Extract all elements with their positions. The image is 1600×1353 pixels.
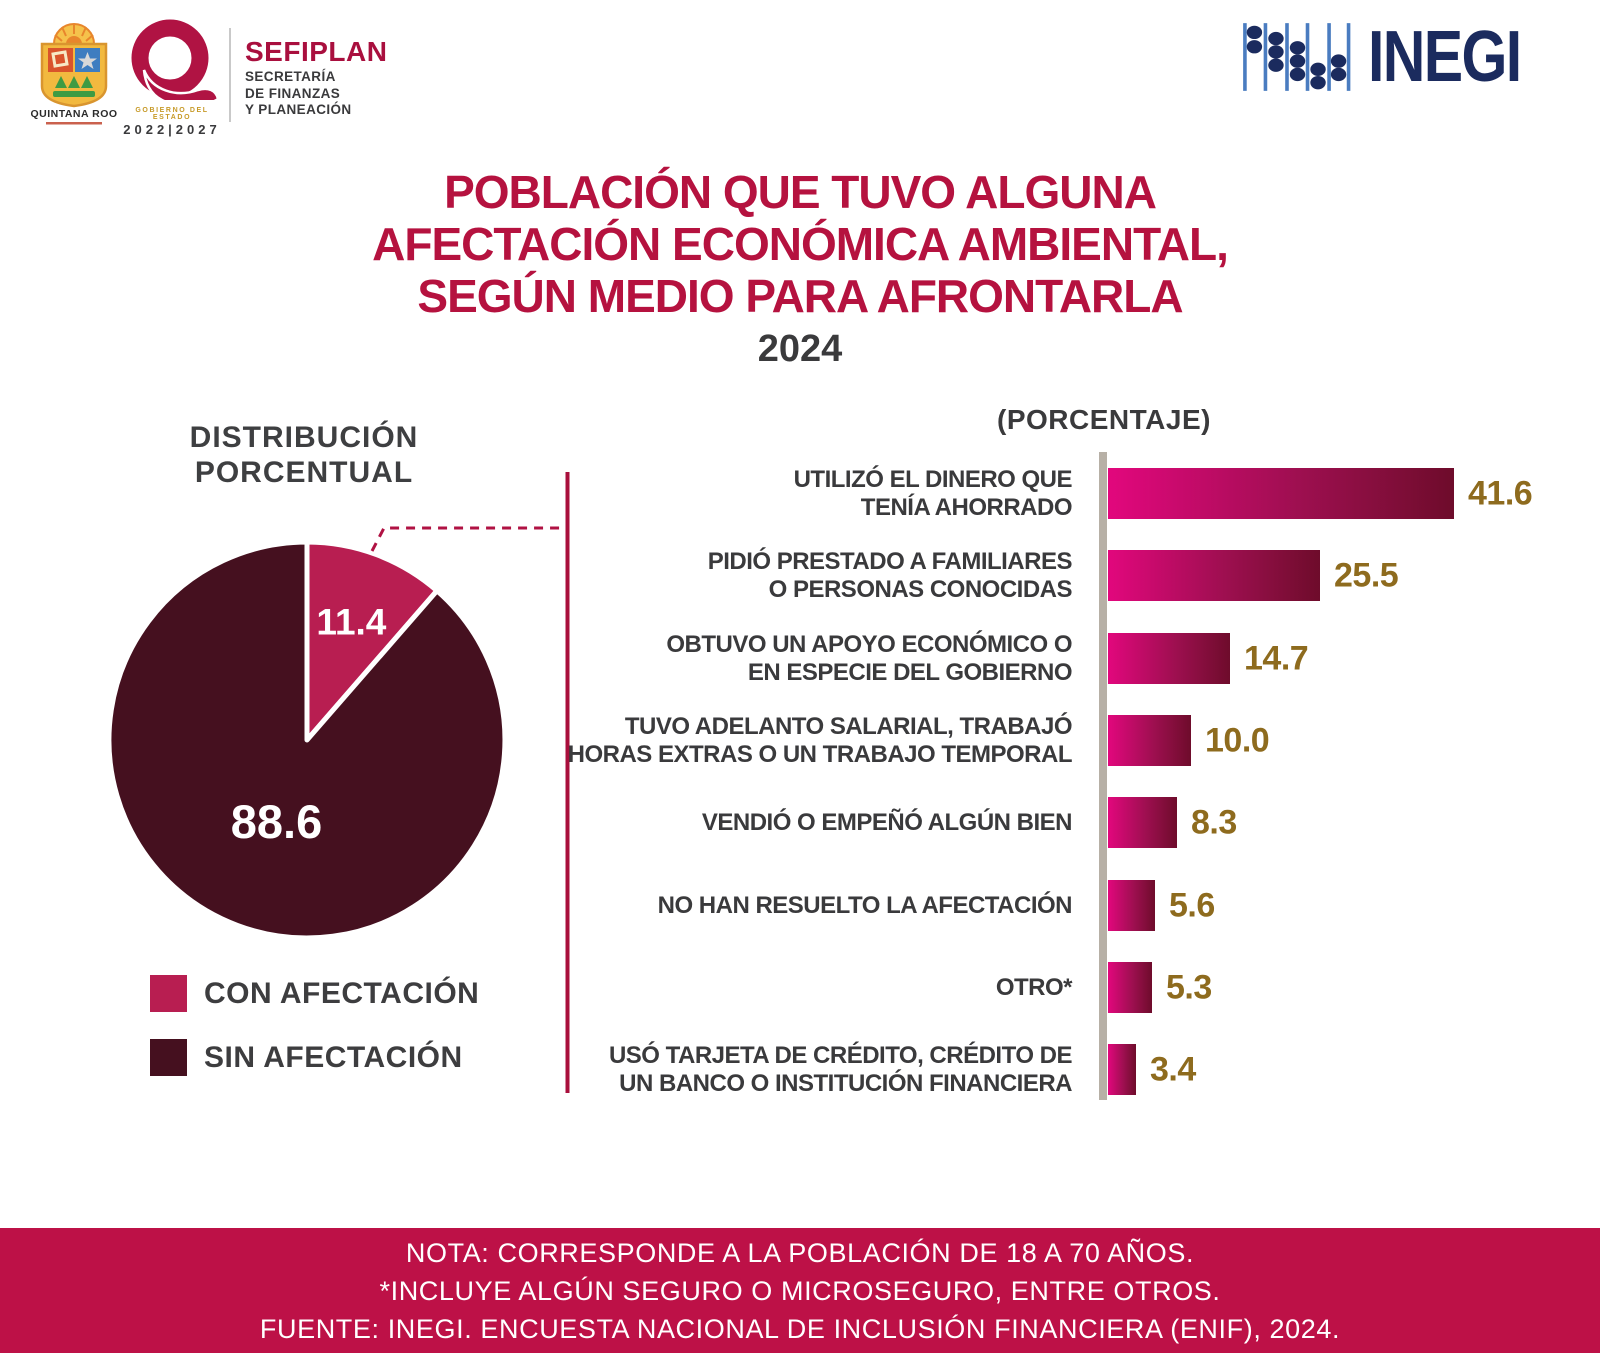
bar-fill	[1108, 962, 1152, 1013]
bar-row: UTILIZÓ EL DINERO QUE TENÍA AHORRADO 41.6	[0, 465, 1600, 521]
sefiplan-line: DE FINANZAS	[245, 85, 341, 101]
footer-note-line: *INCLUYE ALGÚN SEGURO O MICROSEGURO, ENT…	[379, 1275, 1221, 1306]
legend-item: SIN AFECTACIÓN	[150, 1039, 479, 1076]
qroo-sun-rays	[54, 24, 94, 42]
title-line: SEGÚN MEDIO PARA AFRONTARLA	[417, 270, 1183, 322]
bar-row: USÓ TARJETA DE CRÉDITO, CRÉDITO DE UN BAN…	[0, 1041, 1600, 1097]
bar-row: TUVO ADELANTO SALARIAL, TRABAJÓ HORAS EXT…	[0, 712, 1600, 768]
bar-value-label: 5.3	[1166, 968, 1212, 1006]
bar-category-label: PIDIÓ PRESTADO A FAMILIARES O PERSONAS CO…	[707, 547, 1073, 603]
q-logo-years: 2022|2027	[123, 122, 221, 137]
bar-value-label: 3.4	[1150, 1050, 1196, 1088]
bar-value-label: 8.3	[1191, 803, 1237, 841]
bar-row: OBTUVO UN APOYO ECONÓMICO O EN ESPECIE DE…	[0, 630, 1600, 686]
bar-row: OTRO* 5.3	[0, 962, 1600, 1013]
q-logo-caption: GOBIERNO DEL ESTADO	[135, 107, 209, 121]
bar-value-label: 14.7	[1244, 639, 1309, 677]
inegi-wordmark: INEGI	[1368, 17, 1522, 97]
sefiplan-line: SECRETARÍA	[245, 69, 336, 84]
qroo-logo-caption: QUINTANA ROO	[30, 108, 117, 120]
legend-swatch	[150, 975, 187, 1012]
qroo-star	[78, 52, 97, 69]
legend-swatch	[150, 1039, 187, 1076]
bar-chart-axis-line	[1099, 452, 1107, 1100]
bar-category-label: TUVO ADELANTO SALARIAL, TRABAJÓ HORAS EXT…	[567, 712, 1073, 768]
bar-fill	[1108, 880, 1155, 931]
bar-category-label: OBTUVO UN APOYO ECONÓMICO O EN ESPECIE DE…	[666, 630, 1072, 686]
bar-fill	[1108, 550, 1320, 601]
bar-value-label: 41.6	[1468, 474, 1533, 512]
pie-slice-value: 11.4	[316, 601, 386, 642]
bar-category-label: OTRO*	[995, 973, 1073, 1001]
bar-fill	[1108, 633, 1230, 684]
bar-value-label: 10.0	[1205, 721, 1270, 759]
pie-slice-con-afectacion	[304, 539, 440, 743]
pie-slice-sin-afectacion	[106, 539, 508, 941]
bar-category-label: NO HAN RESUELTO LA AFECTACIÓN	[657, 891, 1073, 919]
page-title: POBLACIÓN QUE TUVO ALGUNA AFECTACIÓN ECO…	[0, 166, 1600, 371]
bar-fill	[1108, 1044, 1136, 1095]
inegi-logo: INEGI	[1238, 17, 1554, 97]
pie-heading-line: PORCENTUAL	[194, 456, 414, 489]
pie-legend: CON AFECTACIÓN SIN AFECTACIÓN	[150, 975, 479, 1103]
bar-category-label: USÓ TARJETA DE CRÉDITO, CRÉDITO DE UN BAN…	[608, 1041, 1073, 1097]
qroo-fineprint-bar	[46, 122, 102, 125]
footer-note-band: NOTA: CORRESPONDE A LA POBLACIÓN DE 18 A…	[0, 1228, 1600, 1353]
q-logo-icon	[131, 19, 220, 108]
bar-fill	[1108, 715, 1191, 766]
bar-category-label: UTILIZÓ EL DINERO QUE TENÍA AHORRADO	[793, 465, 1073, 521]
bar-chart-heading: (PORCENTAJE)	[997, 404, 1211, 435]
bar-value-label: 25.5	[1334, 556, 1399, 594]
bar-row: VENDIÓ O EMPEÑÓ ALGÚN BIEN 8.3	[0, 797, 1600, 848]
quintana-roo-coat-of-arms-logo: QUINTANA ROO	[30, 23, 117, 125]
pie-heading-line: DISTRIBUCIÓN	[189, 421, 419, 454]
pie-chart-heading: DISTRIBUCIÓN PORCENTUAL	[128, 420, 480, 490]
pie-chart: 11.4 88.6	[106, 539, 508, 941]
title-line: POBLACIÓN QUE TUVO ALGUNA	[444, 166, 1157, 218]
bar-fill	[1108, 797, 1177, 848]
title-line: AFECTACIÓN ECONÓMICA AMBIENTAL,	[372, 218, 1229, 270]
header-divider	[229, 28, 231, 122]
sefiplan-logo: SEFIPLAN SECRETARÍA DE FINANZAS Y PLANEA…	[245, 36, 387, 118]
title-year: 2024	[757, 328, 843, 370]
footer-note-line: NOTA: CORRESPONDE A LA POBLACIÓN DE 18 A…	[405, 1237, 1195, 1268]
bar-row: PIDIÓ PRESTADO A FAMILIARES O PERSONAS CO…	[0, 547, 1600, 603]
footer-note-line: FUENTE: INEGI. ENCUESTA NACIONAL DE INCL…	[259, 1313, 1341, 1344]
sefiplan-line: Y PLANEACIÓN	[245, 102, 352, 117]
bar-value-label: 5.6	[1169, 886, 1215, 924]
pie-slice-value: 88.6	[231, 795, 322, 848]
gobierno-estado-q-logo: GOBIERNO DEL ESTADO 2022|2027	[118, 18, 226, 137]
legend-label: SIN AFECTACIÓN	[204, 1040, 463, 1074]
qroo-caracol-glyph	[51, 50, 69, 68]
bar-category-label: VENDIÓ O EMPEÑÓ ALGÚN BIEN	[701, 808, 1073, 836]
qroo-sun-core	[66, 36, 82, 44]
q-logo-swoosh	[142, 69, 220, 108]
sefiplan-wordmark: SEFIPLAN	[245, 36, 388, 67]
qroo-trees	[53, 76, 95, 97]
legend-label: CON AFECTACIÓN	[204, 976, 480, 1010]
bar-fill	[1108, 468, 1454, 519]
inegi-abacus-icon	[1243, 23, 1351, 91]
bar-row: NO HAN RESUELTO LA AFECTACIÓN 5.6	[0, 880, 1600, 931]
legend-item: CON AFECTACIÓN	[150, 975, 479, 1012]
